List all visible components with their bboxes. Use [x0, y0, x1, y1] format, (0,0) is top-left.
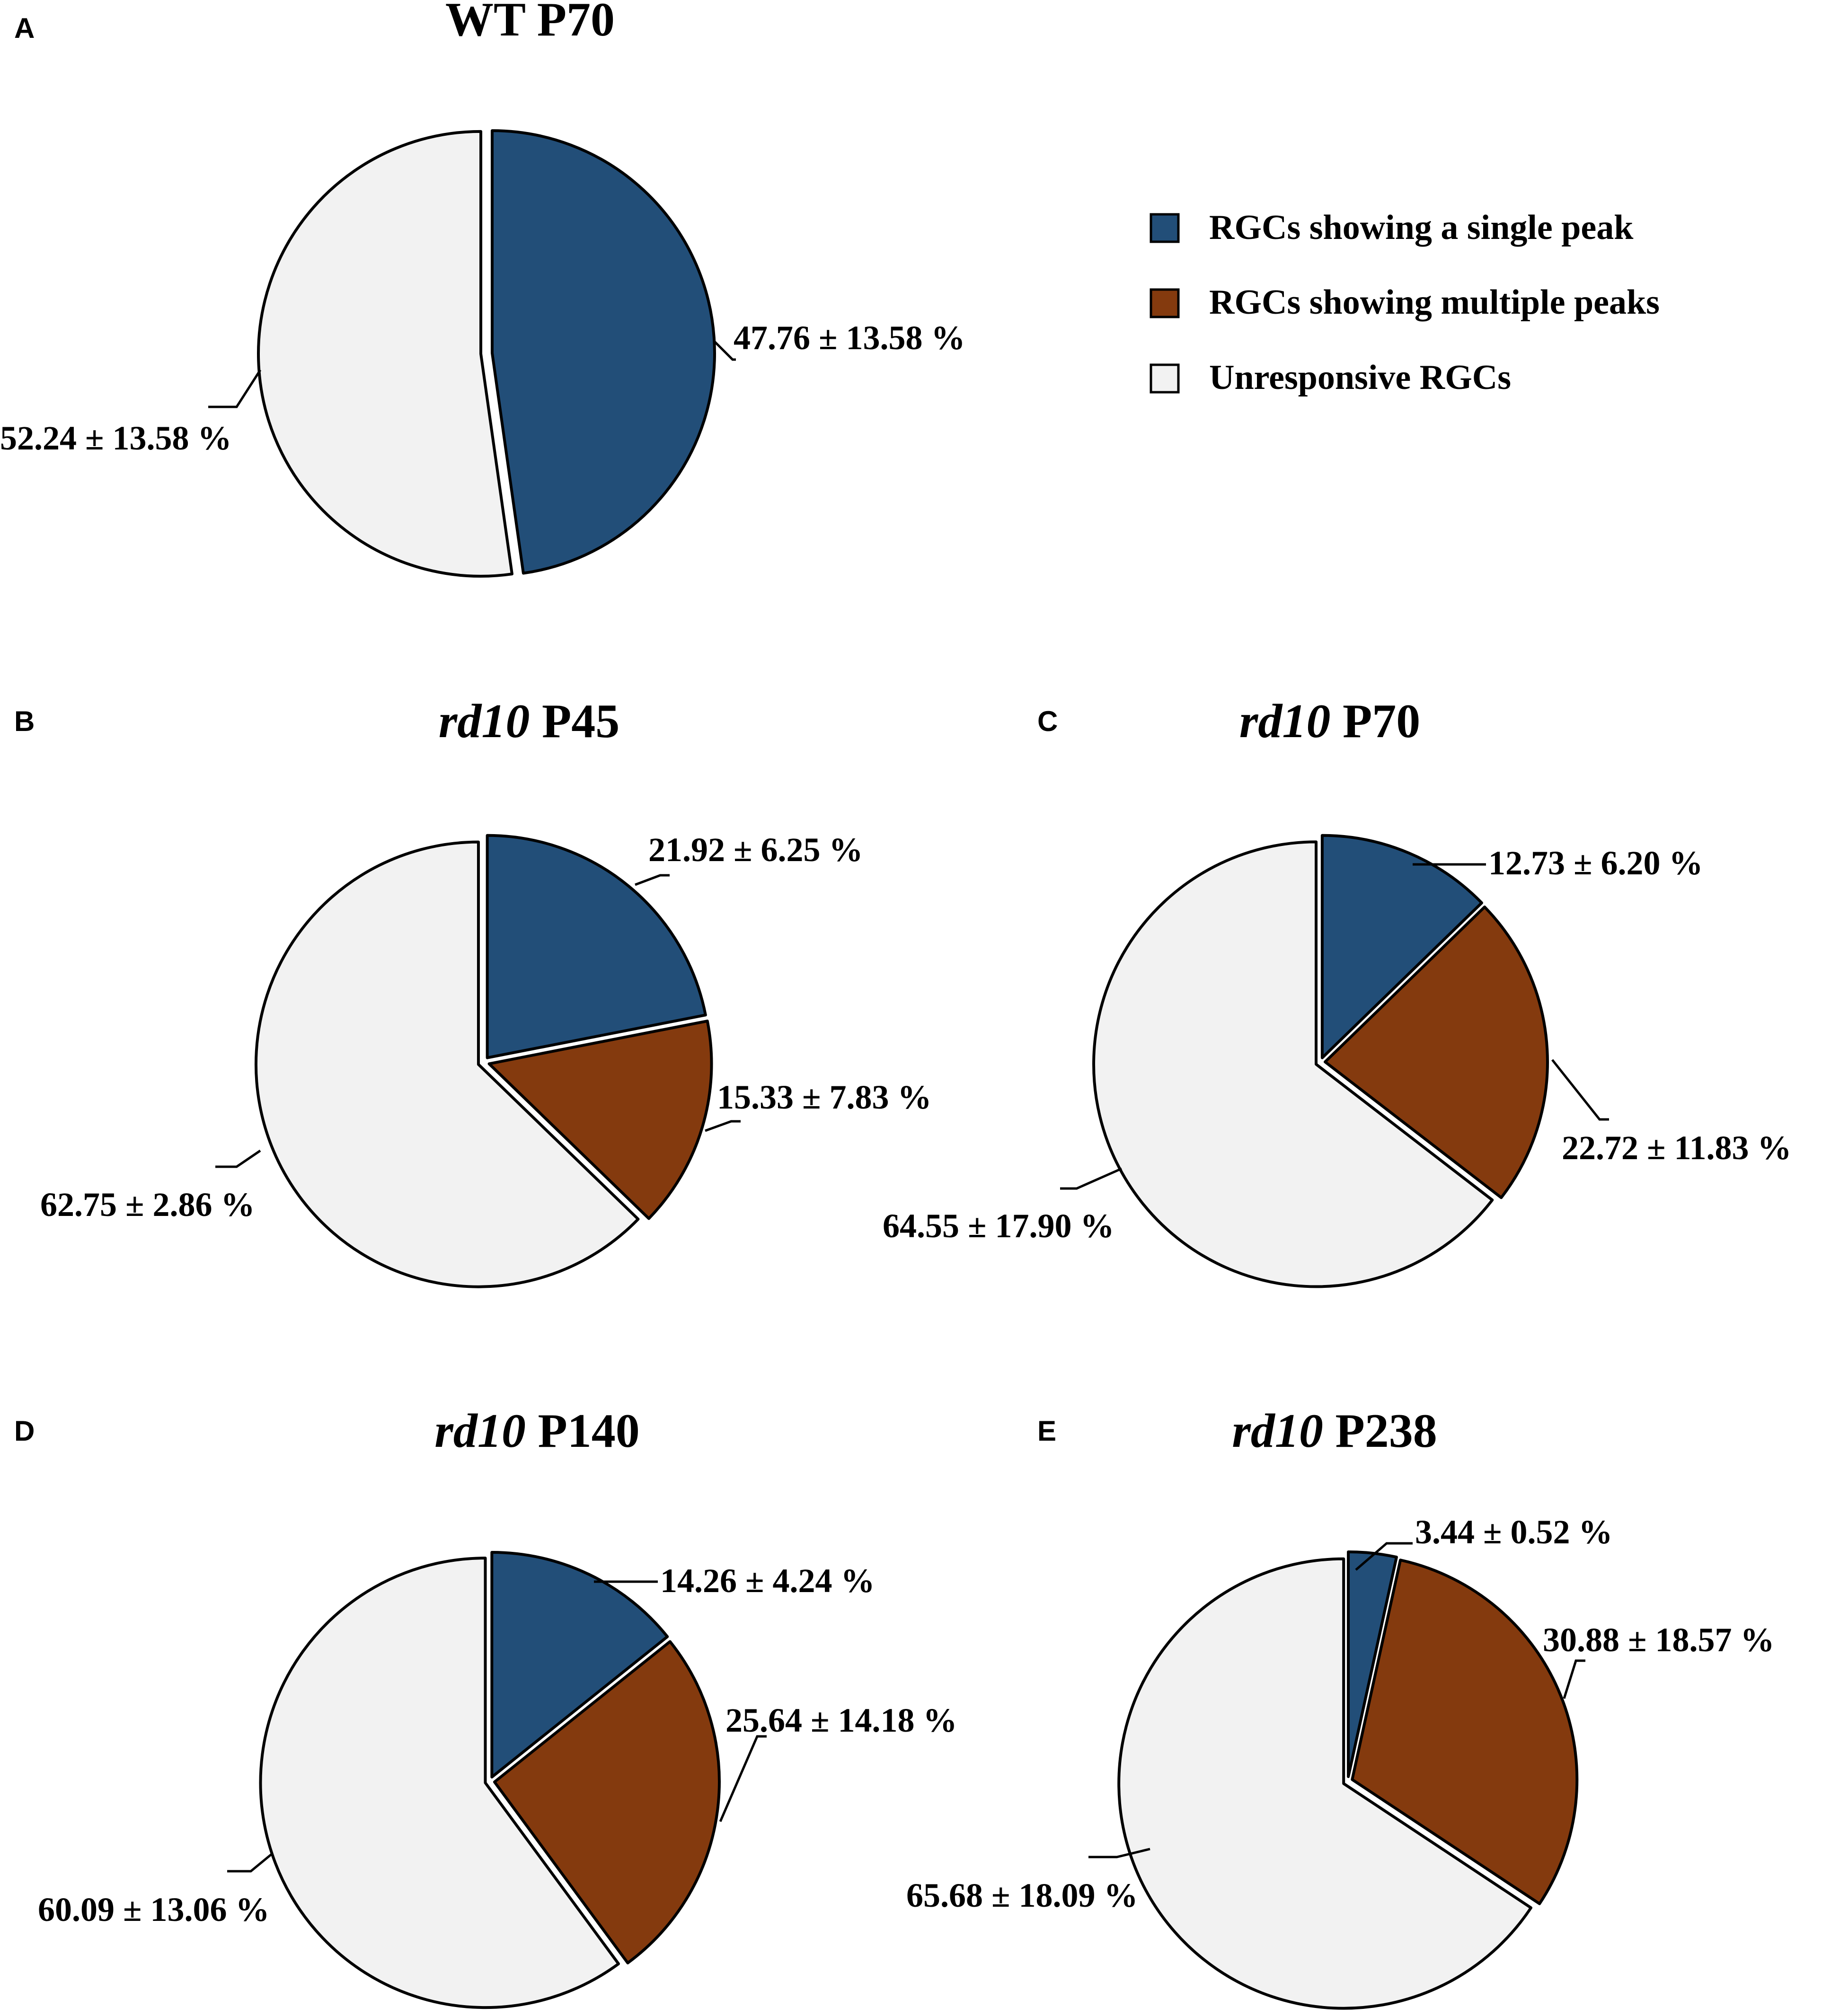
leader-line [1088, 1848, 1150, 1858]
panel-letter-d: D [14, 1415, 35, 1447]
pie-slice-single-peak [490, 129, 716, 575]
leader-line [1551, 1059, 1609, 1121]
legend-swatch-single-peak [1150, 213, 1180, 243]
panel-title-a: WT P70 [445, 0, 615, 46]
slice-label: 60.09 ± 13.06 % [38, 1891, 270, 1928]
leader-line [719, 1735, 767, 1822]
title-italic-e: rd10 [1232, 1404, 1323, 1458]
legend-label-unresponsive: Unresponsive RGCs [1209, 358, 1511, 397]
slice-label: 14.26 ± 4.24 % [660, 1562, 875, 1600]
title-rest-e: P238 [1323, 1404, 1437, 1458]
pie-chart-a [257, 129, 716, 578]
pie-slice-unresponsive [259, 1557, 620, 2009]
legend: RGCs showing a single peak RGCs showing … [1150, 208, 1660, 397]
pie-slice-multiple-peaks [1323, 905, 1549, 1199]
panel-title-b: rd10 P45 [439, 695, 620, 748]
panel-title-d: rd10 P140 [434, 1404, 640, 1458]
panel-title-e: rd10 P238 [1232, 1404, 1437, 1458]
title-italic-c: rd10 [1239, 695, 1331, 748]
slice-labels-b: 21.92 ± 6.25 % 15.33 ± 7.83 % 62.75 ± 2.… [40, 831, 932, 1224]
panel-letter-c: C [1037, 705, 1058, 737]
pie-slice-unresponsive [254, 840, 640, 1288]
slice-labels-d: 14.26 ± 4.24 % 25.64 ± 14.18 % 60.09 ± 1… [38, 1562, 957, 1928]
title-rest-b: P45 [530, 695, 619, 748]
pie-slice-single-peak [1320, 834, 1483, 1059]
title-italic-b: rd10 [439, 695, 530, 748]
pie-slice-multiple-peaks [493, 1640, 721, 1964]
title-rest-c: P70 [1330, 695, 1420, 748]
slice-label: 12.73 ± 6.20 % [1488, 844, 1703, 882]
panel-a: A WT P70 47.76 ± 13.58 % 52.24 ± 13.58 % [0, 0, 965, 578]
leader-line [705, 1120, 741, 1132]
pie-chart-d [259, 1550, 721, 2009]
leader-line [215, 1149, 261, 1168]
panel-c: C rd10 P70 12.73 ± 6.20 % 22.72 ± 11.83 … [883, 695, 1792, 1288]
slice-label: 15.33 ± 7.83 % [717, 1078, 932, 1116]
leader-line [713, 340, 736, 361]
legend-label-multiple-peaks: RGCs showing multiple peaks [1209, 283, 1660, 322]
pie-slice-multiple-peaks [487, 1020, 713, 1220]
panel-e: E rd10 P238 3.44 ± 0.52 % 30.88 ± 18.57 … [906, 1404, 1775, 2010]
leader-line [227, 1853, 273, 1873]
leader-line [1563, 1659, 1585, 1699]
pie-chart-c [1092, 834, 1549, 1288]
slice-label: 3.44 ± 0.52 % [1415, 1513, 1613, 1551]
slice-label: 64.55 ± 17.90 % [883, 1207, 1114, 1245]
slice-label: 30.88 ± 18.57 % [1543, 1621, 1775, 1659]
leader-line [1060, 1167, 1123, 1190]
pie-slice-single-peak [1347, 1550, 1398, 1778]
panel-letter-e: E [1037, 1415, 1056, 1447]
pie-slice-unresponsive [1092, 840, 1494, 1288]
slice-label: 47.76 ± 13.58 % [734, 319, 965, 357]
slice-label: 52.24 ± 13.58 % [0, 419, 232, 457]
leader-line [1355, 1542, 1413, 1571]
panel-b: B rd10 P45 21.92 ± 6.25 % 15.33 ± 7.83 %… [14, 695, 932, 1288]
title-italic-d: rd10 [434, 1404, 526, 1458]
pie-slice-single-peak [486, 834, 707, 1059]
pie-slice-single-peak [490, 1550, 669, 1778]
leader-line [635, 874, 670, 886]
pie-chart-b [254, 834, 713, 1288]
slice-labels-e: 3.44 ± 0.52 % 30.88 ± 18.57 % 65.68 ± 18… [906, 1513, 1775, 1914]
pie-slice-multiple-peaks [1351, 1558, 1579, 1905]
slice-label: 62.75 ± 2.86 % [40, 1186, 255, 1224]
slice-labels-c: 12.73 ± 6.20 % 22.72 ± 11.83 % 64.55 ± 1… [883, 844, 1792, 1245]
panel-d: D rd10 P140 14.26 ± 4.24 % 25.64 ± 14.18… [14, 1404, 957, 2009]
slice-labels-a: 47.76 ± 13.58 % 52.24 ± 13.58 % [0, 319, 965, 457]
slice-label: 65.68 ± 18.09 % [906, 1876, 1138, 1914]
title-rest-d: P140 [526, 1404, 640, 1458]
panel-letter-b: B [14, 705, 35, 737]
legend-swatch-multiple-peaks [1150, 288, 1180, 318]
title-rest-a: WT P70 [445, 0, 615, 46]
pie-chart-e [1117, 1550, 1579, 2010]
panel-title-c: rd10 P70 [1239, 695, 1421, 748]
leader-line [208, 369, 262, 408]
pie-slice-unresponsive [257, 130, 513, 578]
slice-label: 25.64 ± 14.18 % [725, 1701, 957, 1739]
slice-label: 22.72 ± 11.83 % [1562, 1129, 1792, 1167]
pie-slice-unresponsive [1117, 1557, 1533, 2010]
panel-letter-a: A [14, 12, 35, 44]
legend-label-single-peak: RGCs showing a single peak [1209, 208, 1634, 247]
legend-swatch-unresponsive [1150, 363, 1180, 394]
slice-label: 21.92 ± 6.25 % [648, 831, 863, 869]
